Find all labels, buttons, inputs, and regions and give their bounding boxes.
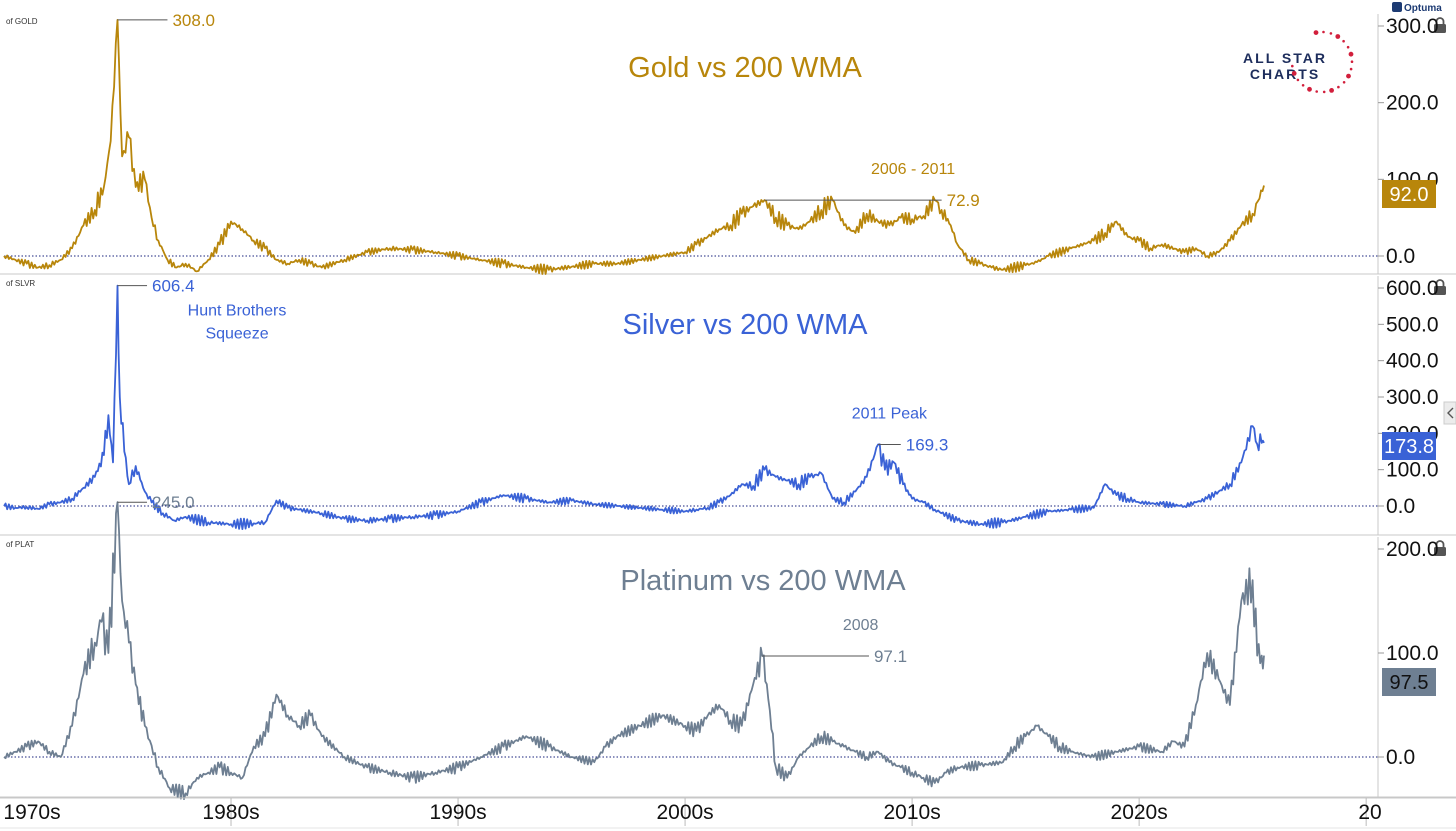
logo-star-icon <box>1301 84 1305 87</box>
logo-star-icon <box>1337 85 1340 89</box>
lock-icon <box>1434 279 1446 295</box>
annotation-1: 308.0 <box>117 11 215 30</box>
lock-shackle <box>1435 540 1445 547</box>
last-value-label: 92.0 <box>1390 184 1429 206</box>
series-line <box>3 19 1265 275</box>
annotation-caption: Hunt Brothers <box>188 303 287 320</box>
logo-star-icon <box>1322 30 1325 34</box>
annotation-2: 97.1 2008 <box>762 617 907 666</box>
annotation-caption-line-2: Squeeze <box>205 326 268 343</box>
panel-silver: of SLVR600.0500.0400.0300.0200.0100.00.0… <box>0 276 1456 536</box>
last-value-badge: 173.8 <box>1382 432 1436 460</box>
last-value-box <box>1382 180 1436 208</box>
logo-line-2: CHARTS <box>1250 66 1320 82</box>
lock-body <box>1434 547 1446 556</box>
symbol-label: of PLAT <box>6 540 34 549</box>
logo-star-icon <box>1291 71 1297 76</box>
y-tick-label: 100.0 <box>1386 459 1439 482</box>
annotation-caption: 2008 <box>843 617 879 634</box>
series-line <box>3 284 1265 530</box>
last-value-badge: 92.0 <box>1382 180 1436 208</box>
chart-title: Silver vs 200 WMA <box>623 309 869 341</box>
x-tick-label: 1980s <box>202 801 259 824</box>
y-tick-label: 0.0 <box>1386 245 1415 268</box>
logo-star-icon <box>1342 81 1346 84</box>
last-value-box <box>1382 432 1436 460</box>
chart-title: Gold vs 200 WMA <box>628 52 862 84</box>
logo-star-icon <box>1322 90 1326 94</box>
logo-star-icon <box>1349 67 1353 71</box>
logo-star-icon <box>1315 90 1318 93</box>
collapse-arrow-icon <box>1443 401 1456 425</box>
logo-star-icon <box>1296 78 1300 82</box>
y-tick-label: 300.0 <box>1386 386 1439 409</box>
optuma-brand: Optuma <box>1392 2 1442 14</box>
x-axis: 1970s 1980s 1990s 2000s 2010s 2020s 20 <box>0 797 1456 829</box>
y-tick-label: 0.0 <box>1386 495 1415 518</box>
logo-star-icon <box>1335 34 1341 39</box>
chart-title: Platinum vs 200 WMA <box>620 565 906 597</box>
y-tick-label: 200.0 <box>1386 92 1439 115</box>
panel-platinum: of PLAT 200.0 100.0 0.0 Platinum vs 200 WMA 2… <box>0 493 1456 800</box>
last-value-badge: 97.5 <box>1382 668 1436 696</box>
annotation-value: 308.0 <box>172 11 215 30</box>
annotation-value: 72.9 <box>947 191 980 210</box>
annotation-value: 97.1 <box>874 647 907 666</box>
optuma-label: Optuma <box>1404 3 1442 14</box>
logo-star-icon <box>1346 45 1350 49</box>
logo-star-icon <box>1313 30 1319 35</box>
logo-star-icon <box>1342 39 1345 43</box>
lock-body <box>1434 286 1446 295</box>
logo-star-icon <box>1329 88 1334 93</box>
optuma-icon <box>1392 2 1402 12</box>
y-tick-label: 500.0 <box>1386 313 1439 336</box>
lock-shackle <box>1435 279 1445 286</box>
x-tick-label: 2000s <box>656 801 713 824</box>
logo-star-icon <box>1307 86 1312 92</box>
y-tick-label: 300.0 <box>1386 15 1439 38</box>
annotation-value: 245.0 <box>152 493 195 512</box>
x-tick-label: 1970s <box>3 801 60 824</box>
logo-star-icon <box>1291 64 1294 68</box>
logo-star-icon <box>1348 51 1354 57</box>
symbol-label: of SLVR <box>6 279 35 288</box>
logo-line-1: ALL STAR <box>1243 50 1327 66</box>
annotation-caption: 2006 - 2011 <box>871 161 955 178</box>
lock-icon <box>1434 17 1446 33</box>
annotation-1: 245.0 <box>117 493 195 512</box>
last-value-box <box>1382 668 1436 696</box>
annotation-2: 72.9 2006 - 2011 <box>764 161 980 210</box>
x-tick-label: 2010s <box>883 801 940 824</box>
x-tick-label: 2020s <box>1111 801 1168 824</box>
last-value-label: 173.8 <box>1384 436 1434 458</box>
last-value-label: 97.5 <box>1390 672 1429 694</box>
annotation-value: 169.3 <box>906 435 949 454</box>
logo-star-icon <box>1346 73 1351 79</box>
y-tick-label: 0.0 <box>1386 746 1415 769</box>
lock-icon <box>1434 540 1446 556</box>
collapse-arrow-glyph <box>1447 407 1454 419</box>
annotation-2: 169.3 2011 Peak <box>852 405 949 454</box>
logo-star-icon <box>1350 60 1354 63</box>
series-line <box>3 501 1265 800</box>
y-tick-label: 400.0 <box>1386 350 1439 373</box>
x-tick-label: 1990s <box>429 801 486 824</box>
annotation-value: 606.4 <box>152 277 195 296</box>
annotation-caption: 2011 Peak <box>852 405 928 422</box>
y-tick-label: 200.0 <box>1386 538 1439 561</box>
x-tick-label: 20 <box>1358 801 1381 824</box>
y-tick-label: 600.0 <box>1386 277 1439 300</box>
lock-shackle <box>1435 17 1445 24</box>
symbol-label: of GOLD <box>6 17 38 26</box>
logo-star-icon <box>1329 32 1333 35</box>
y-tick-label: 100.0 <box>1386 642 1439 665</box>
annotation-1: 606.4 Hunt Brothers Squeeze <box>117 277 287 343</box>
collapse-arrow-box <box>1443 401 1456 425</box>
lock-body <box>1434 24 1446 33</box>
